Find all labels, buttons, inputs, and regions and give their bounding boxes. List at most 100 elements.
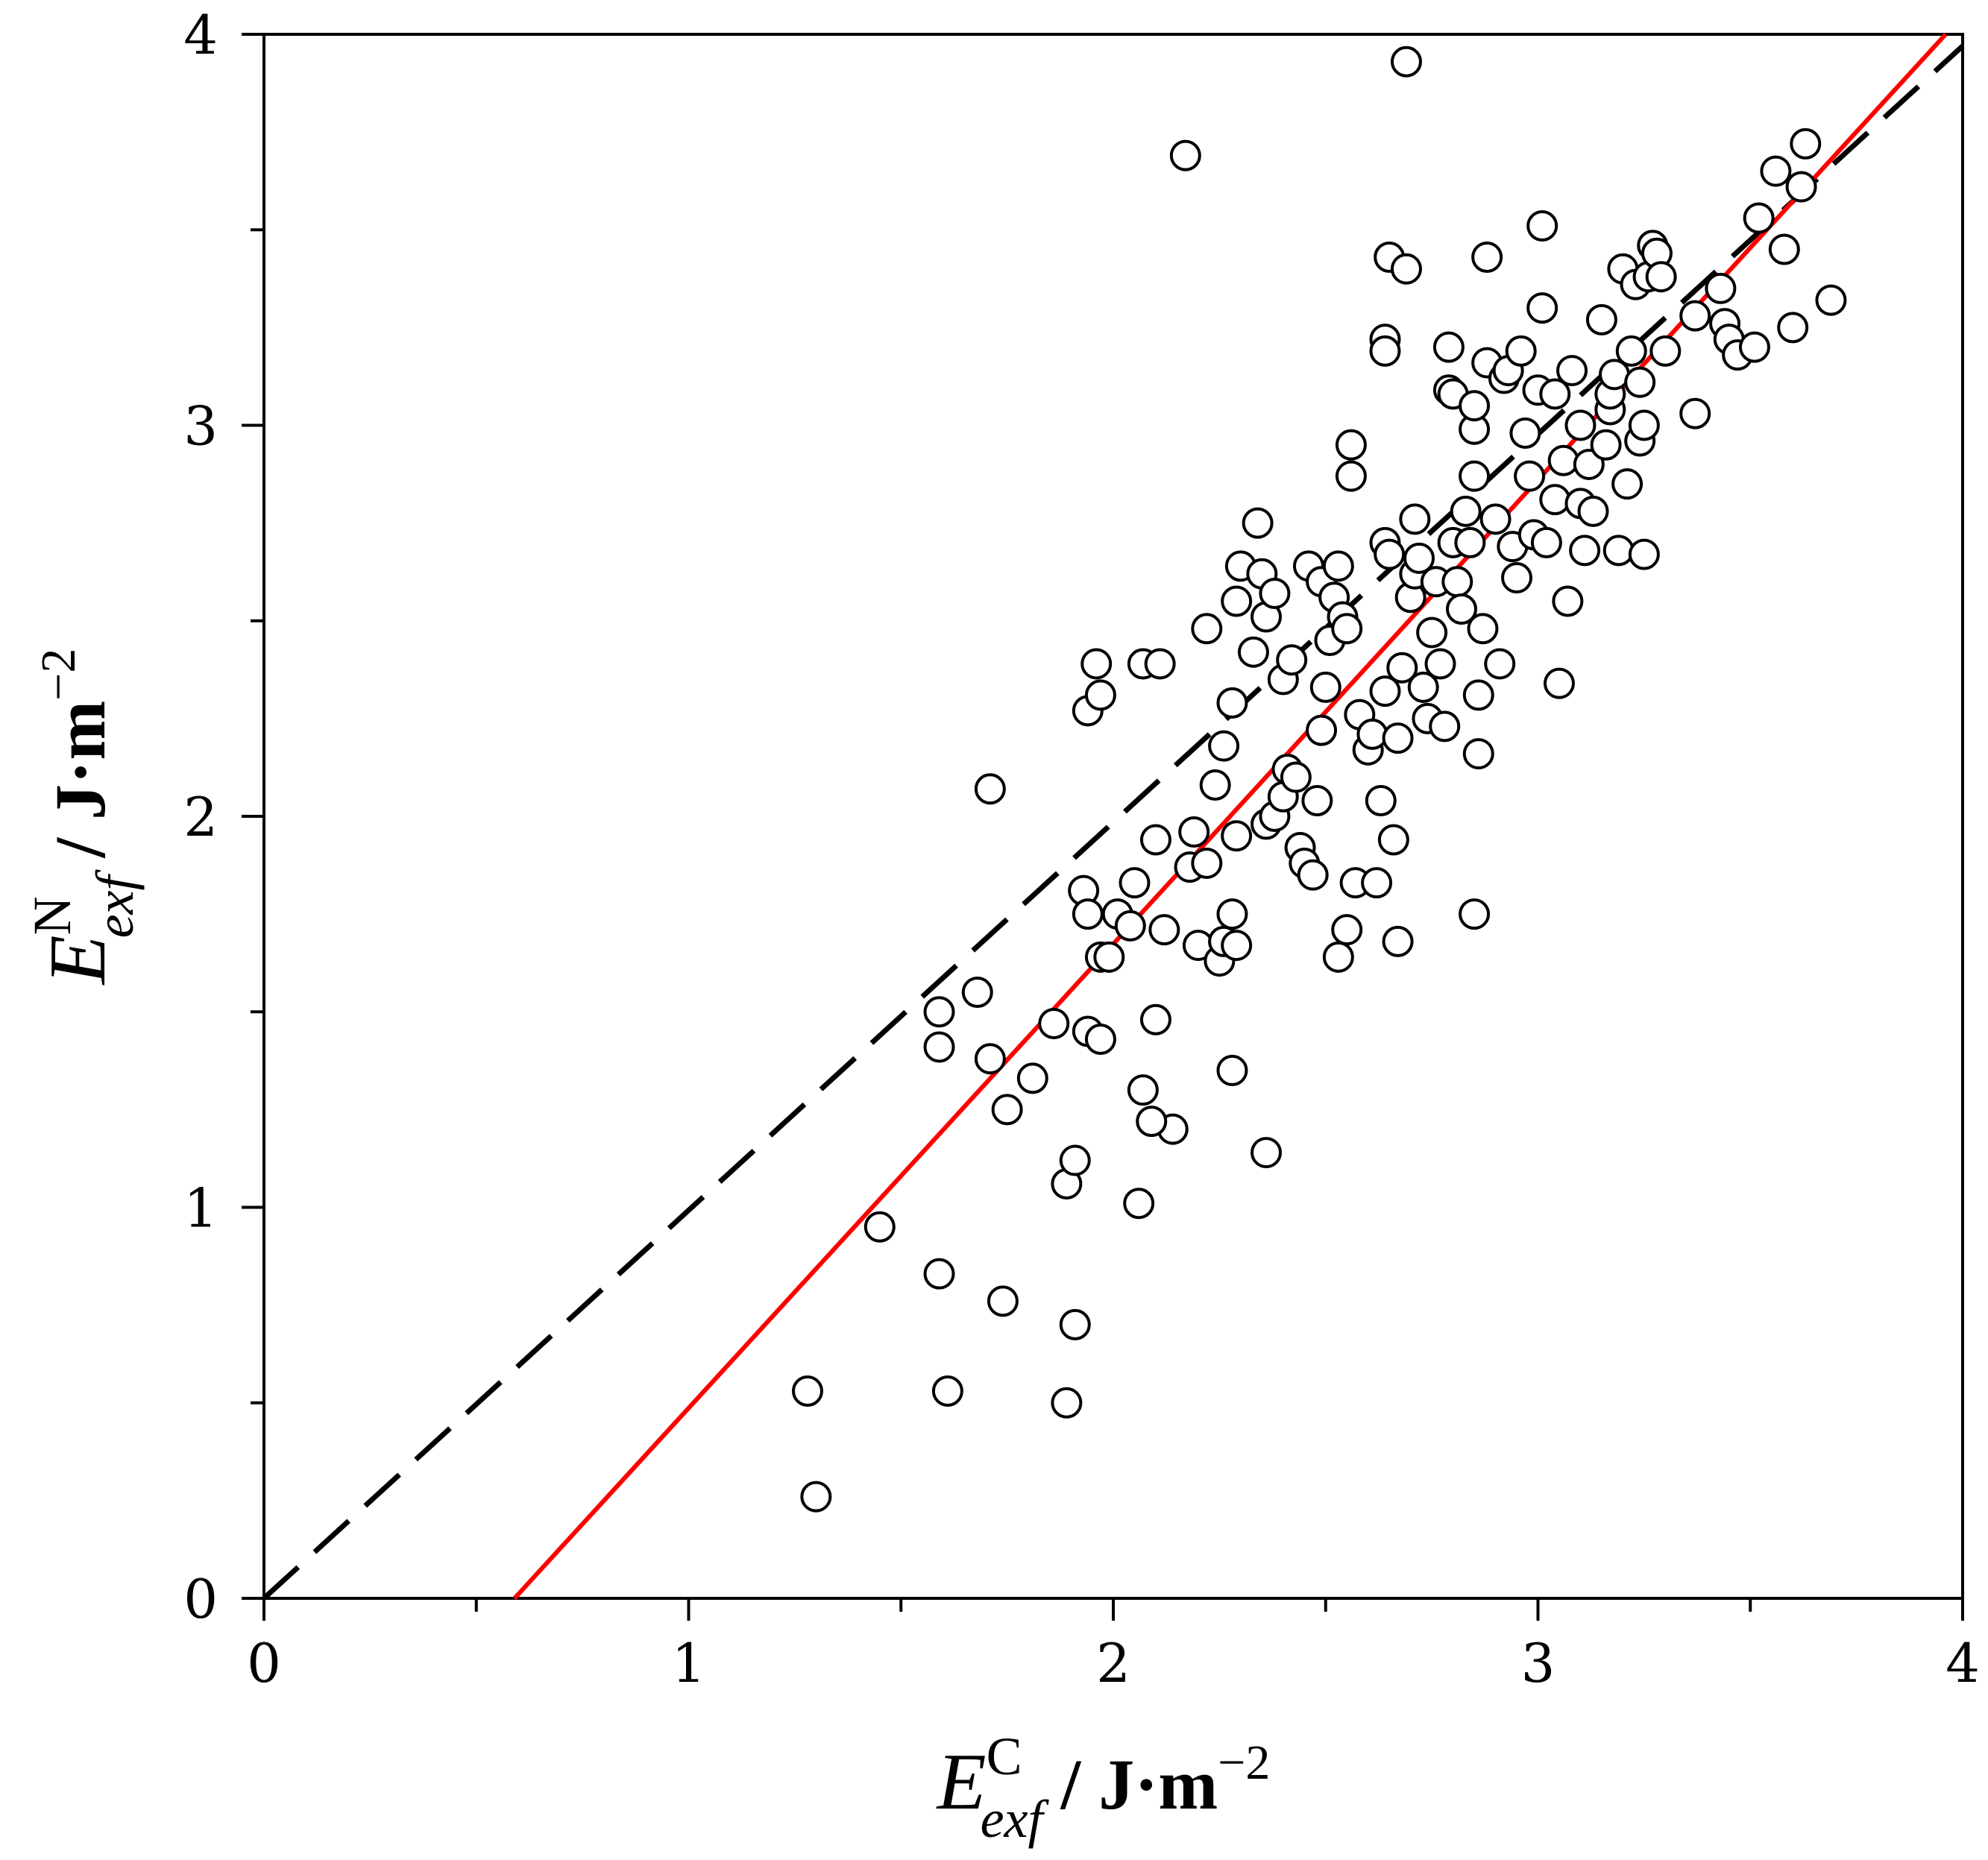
data-point	[1382, 925, 1414, 957]
data-point	[1539, 378, 1571, 410]
data-point	[1251, 1137, 1283, 1169]
data-point	[1301, 785, 1333, 817]
x-tick-label: 1	[672, 1632, 706, 1695]
data-point	[1429, 710, 1461, 743]
y-axis-subscript: exf	[85, 869, 145, 939]
data-point	[1556, 355, 1588, 387]
fit-line	[512, 32, 1948, 1601]
data-point	[1705, 272, 1737, 304]
data-point	[1276, 644, 1308, 676]
data-point	[1382, 722, 1414, 754]
data-point	[1191, 613, 1223, 645]
data-point	[1191, 847, 1223, 879]
data-point	[1374, 538, 1406, 570]
data-point	[1539, 484, 1571, 516]
data-point	[1445, 593, 1477, 625]
data-point	[1386, 652, 1418, 684]
data-point	[1743, 202, 1775, 234]
data-point	[1471, 241, 1503, 273]
data-point	[1331, 613, 1363, 645]
data-point	[1454, 526, 1486, 558]
x-axis-units-exponent: −2	[1218, 1736, 1270, 1790]
data-point	[1432, 331, 1465, 363]
data-point	[1139, 1003, 1171, 1035]
data-point	[1139, 824, 1171, 856]
data-point	[1645, 261, 1677, 293]
data-point	[800, 1481, 832, 1513]
data-point	[1169, 139, 1201, 171]
x-axis-units: / J·m	[1043, 1744, 1218, 1824]
x-axis-superscript: C	[987, 1727, 1022, 1786]
data-point	[1777, 312, 1809, 344]
data-point	[991, 1094, 1023, 1126]
data-point	[1335, 460, 1367, 492]
x-axis-subscript: exf	[981, 1789, 1050, 1849]
data-point	[1377, 824, 1409, 856]
data-point	[1815, 284, 1847, 316]
data-point	[1123, 1188, 1155, 1220]
data-point	[1119, 867, 1151, 899]
data-point	[1590, 429, 1622, 461]
data-point	[1768, 233, 1800, 265]
data-point	[923, 1031, 955, 1063]
data-point	[1403, 542, 1435, 574]
y-axis-units: / J·m	[40, 701, 120, 876]
data-point	[1322, 550, 1354, 582]
data-point	[1148, 914, 1180, 946]
data-point	[923, 1258, 955, 1290]
data-point	[1543, 667, 1575, 699]
data-point	[1649, 335, 1682, 367]
data-point	[1467, 613, 1499, 645]
data-point	[1459, 460, 1491, 492]
scatter-points	[791, 45, 1847, 1513]
data-point	[1479, 503, 1512, 535]
data-point	[1080, 648, 1113, 680]
data-point	[1356, 718, 1388, 750]
data-point	[1484, 648, 1516, 680]
data-point	[1208, 730, 1240, 762]
data-point	[1221, 930, 1253, 962]
data-point	[1615, 335, 1647, 367]
data-point	[1331, 914, 1363, 946]
data-point	[1459, 390, 1491, 422]
data-point	[1577, 495, 1609, 527]
y-axis-units-exponent: −2	[31, 649, 86, 701]
data-point	[1390, 253, 1422, 285]
y-axis-title: ENexf / J·m−2	[22, 649, 145, 986]
data-point	[1136, 1106, 1168, 1138]
data-point	[1462, 679, 1494, 711]
data-point	[1059, 1144, 1091, 1176]
data-point	[974, 1043, 1006, 1075]
data-point	[1624, 366, 1656, 398]
y-tick-labels: 0 1 2 3 4	[183, 4, 218, 1630]
data-point	[1237, 636, 1269, 668]
data-point	[1199, 769, 1231, 801]
data-point	[1509, 417, 1541, 449]
data-point	[1259, 578, 1291, 610]
data-point	[1526, 292, 1558, 324]
data-point	[1547, 444, 1579, 476]
data-point	[1093, 941, 1125, 973]
data-point	[1178, 816, 1210, 848]
data-point	[1144, 648, 1176, 680]
data-point	[1505, 335, 1537, 367]
data-point	[961, 977, 993, 1009]
data-point	[1127, 1074, 1159, 1106]
data-point	[1309, 671, 1341, 703]
data-point	[1441, 566, 1473, 598]
data-point	[1501, 562, 1533, 594]
data-point	[1038, 1007, 1070, 1039]
x-tick-label: 2	[1096, 1632, 1130, 1695]
y-axis-symbol: E	[34, 935, 122, 986]
axis-ticks	[242, 33, 1964, 1621]
data-point	[1322, 941, 1354, 973]
x-tick-label: 4	[1945, 1632, 1980, 1695]
data-point	[1628, 409, 1660, 441]
data-point	[1016, 1062, 1048, 1094]
data-point	[1242, 507, 1274, 539]
data-point	[1335, 429, 1367, 461]
data-point	[1459, 898, 1491, 930]
data-point	[987, 1285, 1019, 1317]
data-point	[1084, 1023, 1116, 1055]
